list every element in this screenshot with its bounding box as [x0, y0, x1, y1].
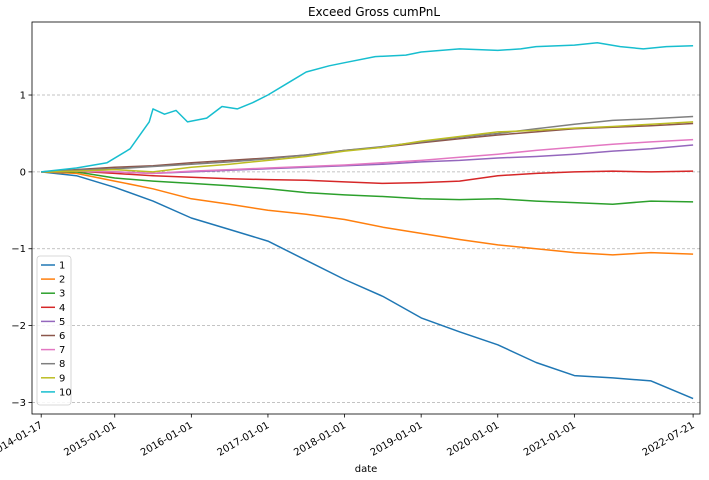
legend-label-9: 9: [59, 373, 65, 384]
y-axis-ticks: 1 0 −1 −2 −3: [11, 91, 32, 409]
series-line-9: [41, 121, 694, 173]
x-tick-label: 2020-01-01: [445, 420, 501, 459]
series-lines: [41, 42, 694, 400]
series-line-10: [41, 42, 694, 173]
series-line-2: [41, 171, 694, 256]
axes: [31, 21, 701, 415]
y-tick-label: −2: [11, 321, 26, 332]
legend-label-2: 2: [59, 275, 65, 286]
y-tick-label: 1: [20, 91, 26, 102]
legend-label-3: 3: [59, 289, 65, 300]
legend-label-7: 7: [59, 345, 65, 356]
x-tick-label: 2016-01-01: [139, 420, 195, 459]
plot-frame: [31, 21, 701, 415]
y-tick-label: −1: [11, 244, 26, 255]
series-line-7: [41, 138, 694, 175]
legend-label-10: 10: [59, 387, 72, 398]
legend-label-1: 1: [59, 261, 65, 272]
legend-label-5: 5: [59, 317, 65, 328]
x-tick-label: 2017-01-01: [216, 420, 272, 459]
legend-label-6: 6: [59, 331, 65, 342]
series-line-3: [41, 171, 694, 205]
x-tick-label: 2018-01-01: [292, 420, 348, 459]
y-tick-label: −3: [11, 398, 26, 409]
x-tick-label: 2019-01-01: [369, 420, 425, 459]
grid: [32, 94, 700, 403]
legend-label-4: 4: [59, 303, 65, 314]
series-line-4: [41, 170, 694, 185]
series-line-1: [41, 171, 694, 400]
x-tick-label: 2014-01-17: [0, 420, 45, 459]
legend: 1 2 3 4 5 6 7 8 9 10: [36, 255, 72, 406]
legend-label-8: 8: [59, 359, 65, 370]
y-tick-label: 0: [20, 167, 26, 178]
x-tick-label: 2015-01-01: [62, 420, 118, 459]
x-tick-label: 2021-01-01: [522, 420, 578, 459]
x-axis-label: date: [355, 464, 378, 475]
chart-title: Exceed Gross cumPnL: [308, 5, 440, 19]
x-tick-label: 2022-07-21: [641, 420, 697, 459]
x-axis-ticks: 2014-01-17 2015-01-01 2016-01-01 2017-01-01…: [0, 414, 697, 459]
